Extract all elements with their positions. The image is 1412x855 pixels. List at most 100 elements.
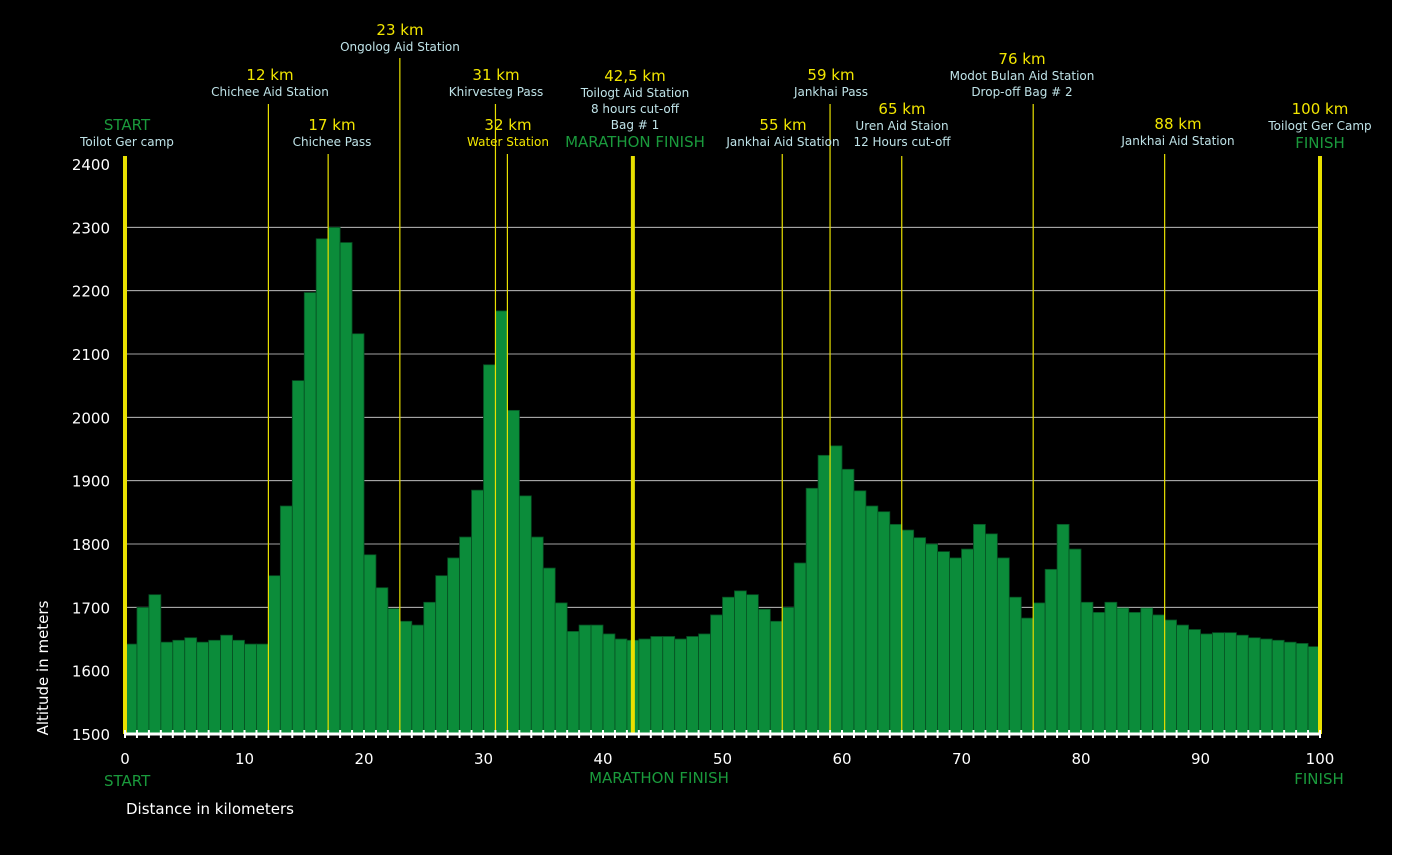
altitude-bar-72: [985, 533, 998, 735]
x-tick-label-80: 80: [1071, 750, 1090, 768]
checkpoint-label-7-0: 55 km: [759, 116, 806, 134]
altitude-bar-19: [351, 333, 365, 735]
altitude-bar-69: [949, 557, 962, 735]
altitude-bar-46: [674, 638, 688, 735]
altitude-bar-78: [1056, 523, 1070, 735]
altitude-bar-63: [877, 511, 891, 735]
altitude-bar-59: [829, 445, 843, 735]
altitude-bar-89: [1188, 629, 1201, 735]
checkpoint-label-12-2: FINISH: [1295, 134, 1345, 152]
altitude-bar-48: [698, 633, 711, 735]
checkpoint-label-12-0: 100 km: [1292, 100, 1349, 118]
altitude-bar-95: [1259, 638, 1273, 735]
checkpoint-label-6-0: 42,5 km: [604, 67, 665, 85]
altitude-bar-52: [746, 594, 759, 735]
altitude-bar-36: [554, 602, 568, 735]
altitude-bar-65: [901, 529, 915, 735]
altitude-bar-66: [913, 537, 927, 735]
y-tick-label-1500: 1500: [72, 726, 110, 744]
checkpoint-label-8-0: 59 km: [807, 66, 854, 84]
y-tick-label-2000: 2000: [72, 409, 110, 427]
altitude-bar-84: [1128, 612, 1142, 735]
altitude-bar-21: [375, 587, 389, 735]
altitude-bar-97: [1283, 641, 1297, 735]
checkpoint-label-4-0: 31 km: [472, 66, 519, 84]
checkpoint-label-4-1: Khirvesteg Pass: [449, 85, 544, 99]
altitude-bar-90: [1200, 633, 1213, 735]
altitude-bar-98: [1295, 643, 1309, 735]
right-edge-strip: [1392, 0, 1412, 855]
checkpoint-label-11-1: Jankhai Aid Station: [1120, 134, 1234, 148]
altitude-bar-54: [769, 620, 783, 735]
altitude-bar-55: [781, 606, 795, 735]
altitude-bar-83: [1116, 607, 1130, 735]
checkpoint-markers: [123, 58, 1322, 734]
altitude-bar-51: [734, 590, 747, 735]
checkpoint-label-10-2: Drop-off Bag # 2: [971, 85, 1072, 99]
altitude-bar-8: [220, 634, 233, 735]
altitude-bar-85: [1140, 607, 1154, 735]
checkpoint-label-11-0: 88 km: [1154, 115, 1201, 133]
altitude-bar-79: [1068, 548, 1082, 735]
altitude-bar-13: [279, 505, 293, 735]
altitude-bar-75: [1020, 617, 1034, 735]
altitude-bar-5: [184, 637, 198, 735]
altitude-bar-62: [865, 505, 879, 735]
checkpoint-label-2-1: Chichee Pass: [293, 135, 372, 149]
altitude-bar-87: [1164, 619, 1178, 735]
checkpoint-label-9-2: 12 Hours cut-off: [853, 135, 951, 149]
y-tick-label-2400: 2400: [72, 156, 110, 174]
altitude-bar-16: [315, 238, 329, 735]
altitude-bar-71: [973, 523, 986, 735]
altitude-bar-31: [495, 310, 508, 735]
x-marathon-finish-label: MARATHON FINISH: [589, 769, 729, 787]
altitude-bar-17: [327, 226, 341, 735]
altitude-bar-44: [650, 636, 664, 735]
checkpoint-label-5-0: 32 km: [484, 116, 531, 134]
y-tick-label-1900: 1900: [72, 473, 110, 491]
altitude-bar-23: [399, 620, 413, 735]
checkpoint-label-12-1: Toilogt Ger Camp: [1267, 119, 1371, 133]
altitude-bar-76: [1032, 602, 1046, 735]
x-tick-label-100: 100: [1306, 750, 1335, 768]
y-tick-label-1600: 1600: [72, 663, 110, 681]
altitude-bar-38: [578, 624, 592, 735]
altitude-bar-27: [447, 557, 460, 735]
altitude-bar-3: [160, 641, 174, 735]
checkpoint-label-3-1: Ongolog Aid Station: [340, 40, 460, 54]
checkpoint-label-8-1: Jankhai Pass: [793, 85, 868, 99]
altitude-bar-91: [1212, 632, 1225, 735]
altitude-bar-93: [1235, 634, 1249, 735]
altitude-bar-58: [817, 454, 831, 735]
checkpoint-label-6-4: MARATHON FINISH: [565, 133, 705, 151]
altitude-bar-25: [423, 601, 437, 735]
altitude-bar-81: [1092, 612, 1106, 735]
altitude-bar-11: [256, 643, 269, 735]
altitude-bar-10: [244, 643, 257, 735]
altitude-bar-40: [602, 633, 616, 735]
checkpoint-label-7-1: Jankhai Aid Station: [725, 135, 839, 149]
altitude-bar-28: [459, 536, 472, 735]
checkpoint-label-6-1: Toilogt Aid Station: [580, 86, 689, 100]
checkpoint-label-3-0: 23 km: [376, 21, 423, 39]
altitude-bar-68: [937, 551, 950, 735]
altitude-bar-24: [411, 624, 425, 735]
altitude-bar-92: [1224, 632, 1237, 735]
altitude-bar-70: [961, 548, 974, 735]
checkpoint-label-6-2: 8 hours cut-off: [591, 102, 680, 116]
altitude-bar-94: [1247, 637, 1261, 735]
checkpoint-label-1-1: Chichee Aid Station: [211, 85, 329, 99]
altitude-bar-86: [1152, 614, 1166, 735]
axes: 1500 1600 1700 1800 1900 2000 2100 2200 2300 2400…: [72, 156, 1335, 768]
checkpoint-label-6-3: Bag # 1: [611, 118, 660, 132]
altitude-bar-96: [1271, 639, 1285, 735]
checkpoint-label-10-0: 76 km: [998, 50, 1045, 68]
altitude-bar-77: [1044, 568, 1058, 735]
altitude-bar-7: [208, 639, 221, 735]
altitude-bar-26: [435, 575, 449, 735]
altitude-bar-50: [722, 596, 735, 735]
altitude-bar-53: [757, 608, 771, 735]
checkpoint-label-10-1: Modot Bulan Aid Station: [950, 69, 1095, 83]
